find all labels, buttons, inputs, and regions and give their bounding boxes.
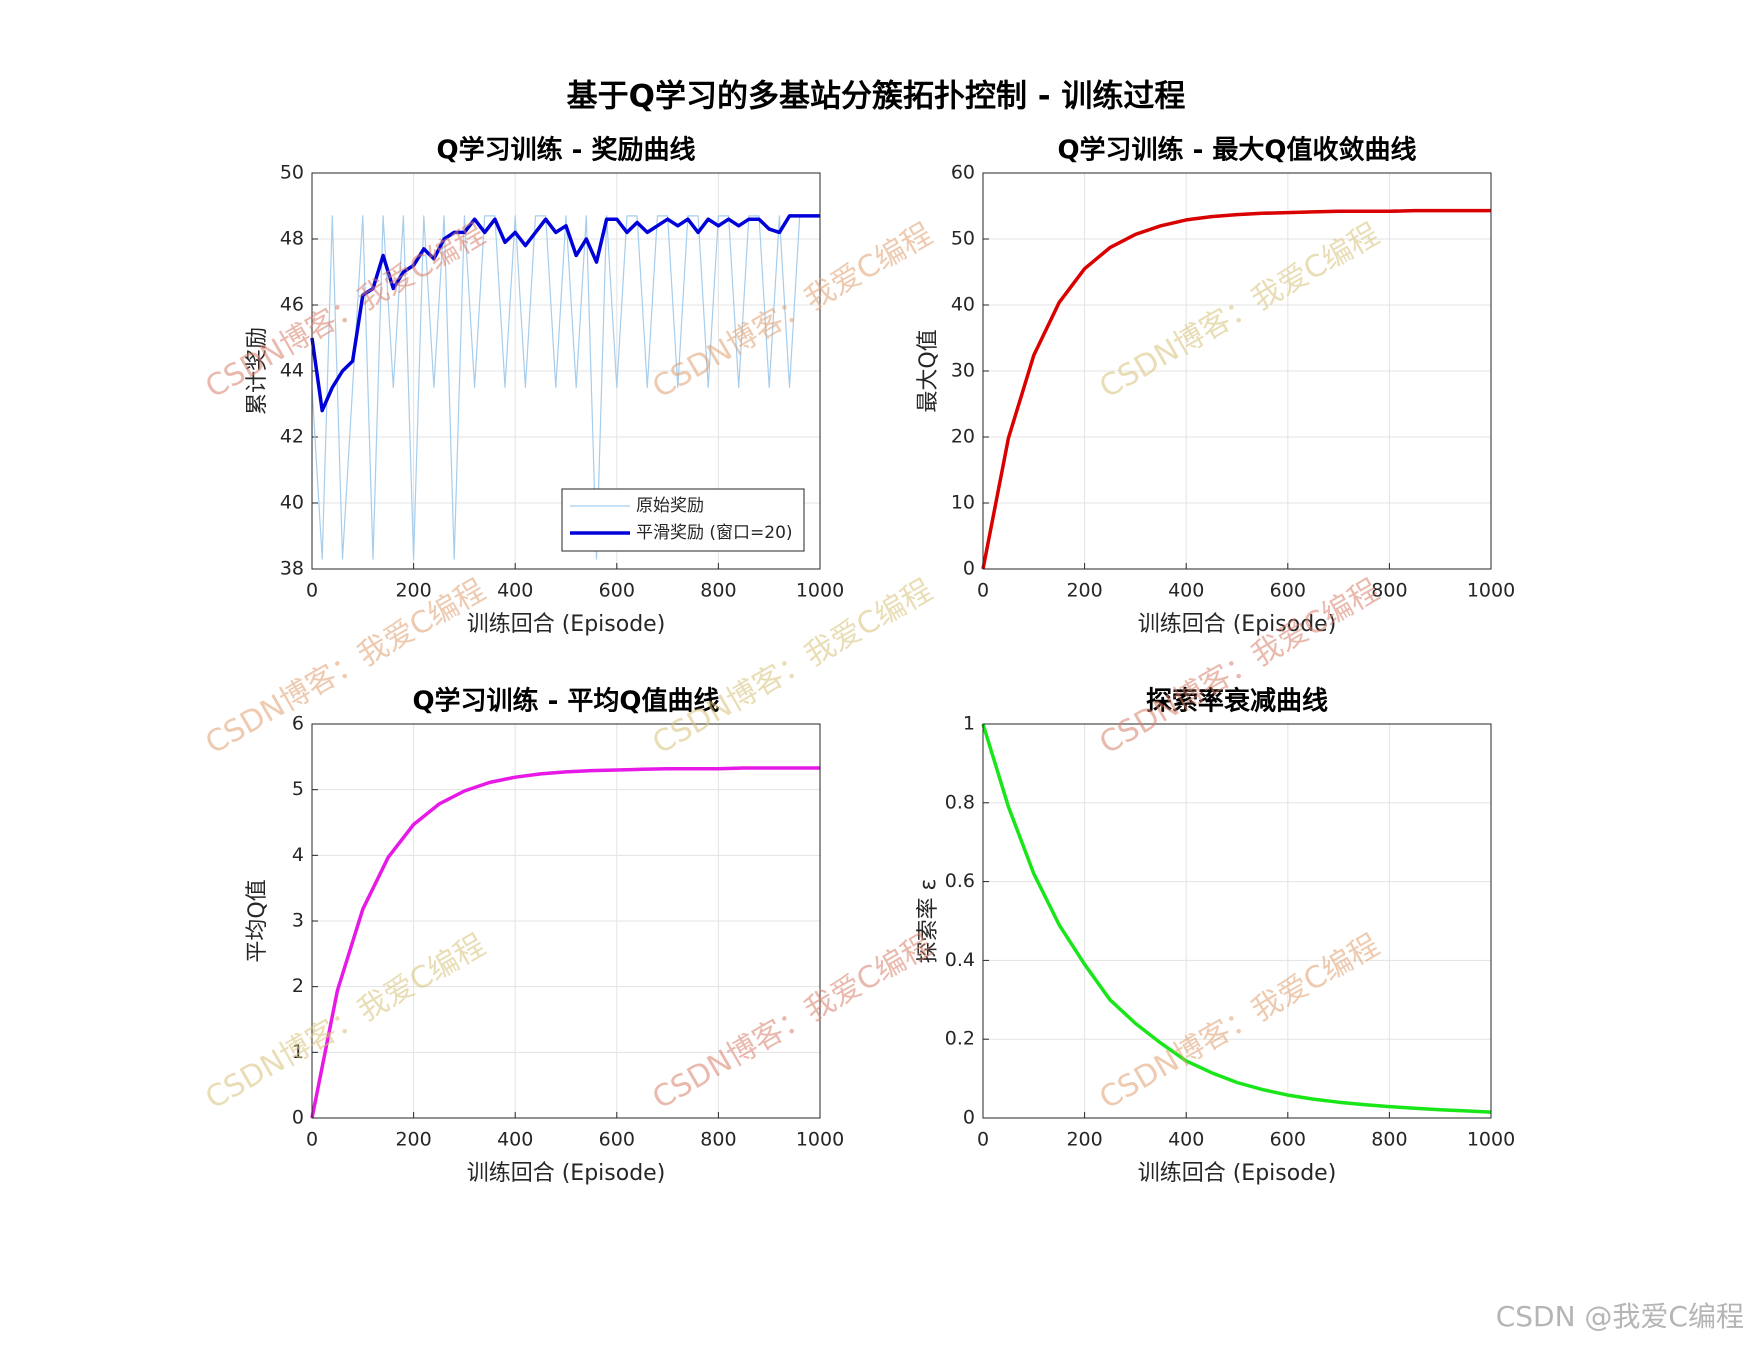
axes-box: [982, 723, 1492, 1119]
y-axis-label: 探索率 ε: [916, 879, 941, 964]
x-tick-label: 400: [497, 580, 533, 602]
x-tick-label: 200: [1066, 580, 1102, 602]
x-tick-label: 600: [1270, 580, 1306, 602]
y-tick-label: 5: [292, 778, 304, 800]
y-tick-label: 40: [280, 492, 304, 514]
y-tick-label: 44: [280, 360, 304, 382]
x-axis-label: 训练回合 (Episode): [467, 612, 666, 637]
x-tick-label: 400: [1168, 580, 1204, 602]
data-line: [310, 766, 820, 1119]
y-tick-label: 0.2: [945, 1028, 975, 1050]
x-tick-label: 0: [977, 580, 989, 602]
y-tick-label: 0: [963, 558, 975, 580]
footer: CSDN @我爱C编程: [1496, 1300, 1744, 1333]
y-tick-label: 1: [292, 1041, 304, 1063]
y-tick-label: 60: [951, 162, 975, 184]
legend-label: 平滑奖励 (窗口=20): [636, 523, 793, 543]
data-line: [311, 215, 820, 560]
y-tick-label: 0.4: [945, 949, 975, 971]
y-tick-label: 10: [951, 492, 975, 514]
y-tick-label: 50: [951, 228, 975, 250]
x-tick-label: 200: [395, 1129, 431, 1151]
y-tick-label: 0.6: [945, 870, 975, 892]
x-tick-label: 400: [1168, 1129, 1204, 1151]
y-tick-label: 2: [292, 975, 304, 997]
x-axis-label: 训练回合 (Episode): [1138, 612, 1337, 637]
x-tick-label: 1000: [1467, 1129, 1515, 1151]
x-tick-label: 0: [306, 580, 318, 602]
x-tick-label: 200: [395, 580, 431, 602]
y-axis-label: 平均Q值: [245, 879, 270, 962]
x-tick-label: 1000: [796, 1129, 844, 1151]
legend-box: [561, 488, 805, 552]
x-tick-label: 600: [599, 580, 635, 602]
data-line: [981, 208, 1491, 570]
figure-title: 基于Q学习的多基站分簇拓扑控制 - 训练过程: [567, 79, 1186, 115]
y-tick-label: 50: [280, 162, 304, 184]
x-tick-label: 1000: [1467, 580, 1515, 602]
x-tick-label: 800: [700, 580, 736, 602]
y-tick-label: 0: [963, 1107, 975, 1129]
y-tick-label: 20: [951, 426, 975, 448]
subplot-title: Q学习训练 - 奖励曲线: [437, 135, 696, 166]
y-tick-label: 48: [280, 228, 304, 250]
x-tick-label: 200: [1066, 1129, 1102, 1151]
y-tick-label: 6: [292, 713, 304, 735]
x-tick-label: 0: [306, 1129, 318, 1151]
subplot-title: Q学习训练 - 平均Q值曲线: [412, 686, 719, 717]
x-axis-label: 训练回合 (Episode): [467, 1161, 666, 1186]
y-tick-label: 3: [292, 910, 304, 932]
y-tick-label: 4: [292, 844, 304, 866]
y-tick-label: 0: [292, 1107, 304, 1129]
y-tick-label: 0.8: [945, 791, 975, 813]
axes-box: [311, 723, 821, 1119]
plot-area: [983, 724, 1491, 1118]
y-axis-label: 累计奖励: [245, 327, 270, 415]
x-tick-label: 1000: [796, 580, 844, 602]
subplot-title: 探索率衰减曲线: [1146, 686, 1328, 717]
y-axis-label: 最大Q值: [916, 329, 941, 412]
y-tick-label: 42: [280, 426, 304, 448]
y-tick-label: 46: [280, 294, 304, 316]
x-tick-label: 600: [1270, 1129, 1306, 1151]
x-tick-label: 0: [977, 1129, 989, 1151]
y-tick-label: 30: [951, 360, 975, 382]
axes-box: [311, 172, 821, 570]
x-tick-label: 800: [1371, 580, 1407, 602]
subplot-title: Q学习训练 - 最大Q值收敛曲线: [1057, 135, 1416, 166]
y-tick-label: 38: [280, 558, 304, 580]
data-line: [981, 723, 1492, 1114]
x-axis-label: 训练回合 (Episode): [1138, 1161, 1337, 1186]
y-tick-label: 40: [951, 294, 975, 316]
legend-label: 原始奖励: [636, 496, 704, 516]
axes-box: [982, 172, 1492, 570]
data-line: [310, 214, 820, 413]
x-tick-label: 600: [599, 1129, 635, 1151]
x-tick-label: 800: [1371, 1129, 1407, 1151]
x-tick-label: 800: [700, 1129, 736, 1151]
y-tick-label: 1: [963, 713, 975, 735]
x-tick-label: 400: [497, 1129, 533, 1151]
